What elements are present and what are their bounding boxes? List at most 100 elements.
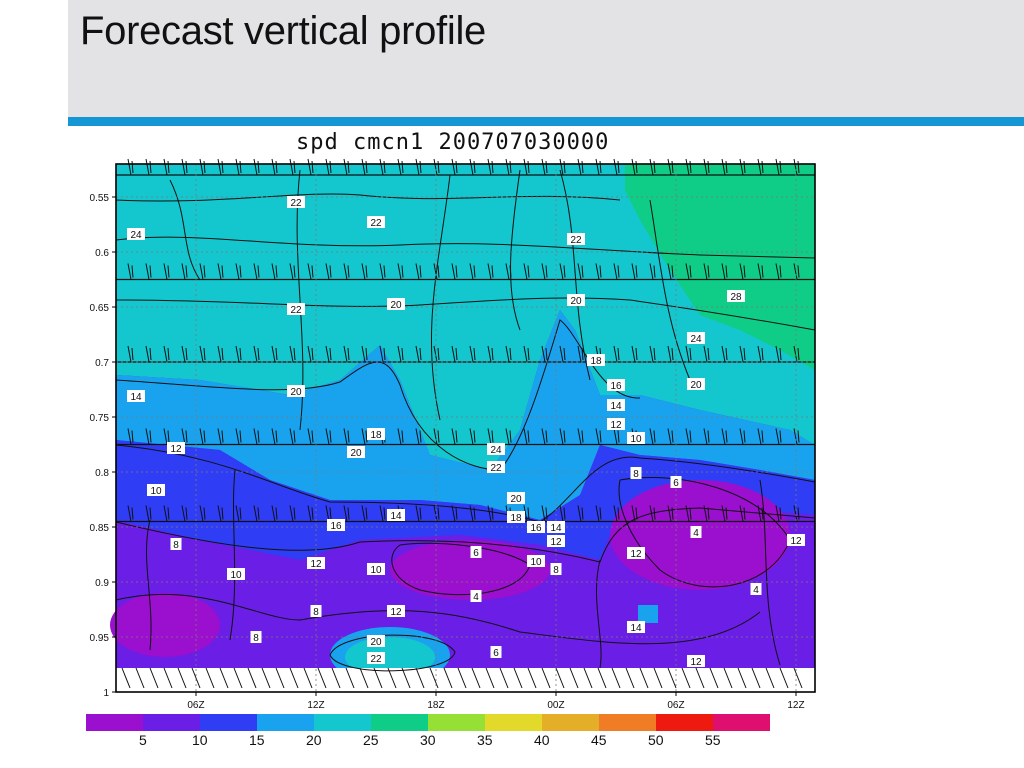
- contour-line-1: [115, 236, 816, 259]
- wind-barb: [325, 345, 332, 363]
- contour-label: 20: [570, 296, 582, 307]
- wind-barb: [523, 158, 530, 176]
- slide-title: Forecast vertical profile: [80, 9, 486, 53]
- wind-barb: [217, 505, 224, 522]
- wind-barb-surface: [443, 667, 453, 689]
- colorbar-swatch: [656, 714, 713, 731]
- wind-barb: [487, 505, 494, 522]
- wind-barb: [199, 428, 206, 445]
- wind-barb: [379, 263, 386, 280]
- wind-barb: [793, 263, 800, 280]
- below-surface-area: [116, 668, 815, 692]
- contour-label-box: [367, 563, 385, 575]
- contour-line-6: [115, 593, 761, 645]
- colorbar-swatch: [371, 714, 428, 731]
- wind-barb: [127, 345, 134, 363]
- wind-barb: [757, 263, 764, 280]
- contour-label-box: [307, 557, 325, 569]
- wind-barb: [199, 158, 206, 176]
- colorbar-tick-labels: 5 10 15 20 25 30 35 40 45 50 55: [0, 732, 1024, 756]
- wind-barb: [451, 428, 458, 445]
- wind-barb: [253, 345, 260, 363]
- speed-region-5-left: [110, 593, 220, 657]
- wind-barb: [415, 158, 422, 176]
- contour-line-8: [329, 634, 456, 672]
- y-tick-label: 0.75: [90, 413, 110, 424]
- wind-barb: [397, 428, 404, 445]
- contour-label: 14: [130, 392, 142, 403]
- wind-barb: [613, 428, 620, 445]
- wind-barb: [145, 345, 152, 363]
- contour-label-box: [607, 379, 625, 391]
- contour-label-box: [527, 521, 545, 533]
- wind-barb-surface: [555, 667, 565, 689]
- wind-barb: [235, 428, 242, 445]
- wind-barb-surface: [247, 667, 257, 689]
- wind-barb: [631, 345, 638, 363]
- wind-barb: [613, 505, 620, 522]
- wind-barb: [721, 158, 728, 176]
- wind-barb-surface: [653, 667, 663, 689]
- wind-barb: [793, 505, 800, 522]
- x-tick-label: 00Z: [547, 700, 564, 711]
- contour-label-box: [547, 535, 565, 547]
- wind-barb: [739, 428, 746, 445]
- wind-barb: [685, 345, 692, 363]
- wind-barb: [757, 505, 764, 522]
- wind-barb: [343, 505, 350, 522]
- contour-label-box: [167, 442, 185, 454]
- wind-barb: [253, 428, 260, 445]
- wind-barb: [469, 505, 476, 522]
- wind-barb-surface: [485, 667, 495, 689]
- wind-barb: [163, 263, 170, 280]
- contour-label-box: [507, 492, 525, 504]
- wind-barb: [775, 505, 782, 522]
- wind-barb: [487, 345, 494, 363]
- wind-barb: [361, 158, 368, 176]
- contour-label-box: [127, 390, 145, 402]
- contour-label-box: [687, 332, 705, 344]
- wind-barb: [163, 505, 170, 522]
- wind-barb: [685, 505, 692, 522]
- contour-label: 20: [690, 380, 702, 391]
- wind-barb-surface: [695, 667, 705, 689]
- contour-label: 10: [370, 565, 382, 576]
- contour-label: 6: [673, 478, 679, 489]
- contour-label: 16: [530, 523, 542, 534]
- contour-label-box: [607, 418, 625, 430]
- wind-barb: [505, 263, 512, 280]
- wind-barb: [667, 158, 674, 176]
- wind-barb-surface: [569, 667, 579, 689]
- contour-label: 12: [630, 549, 642, 560]
- wind-barb-surface: [387, 667, 397, 689]
- wind-barb: [685, 263, 692, 280]
- wind-barb: [181, 428, 188, 445]
- contour-label: 24: [490, 445, 502, 456]
- wind-barb: [451, 263, 458, 280]
- wind-barb: [271, 345, 278, 363]
- wind-barb: [721, 428, 728, 445]
- contour-label-box: [690, 526, 702, 538]
- y-tick-label: 0.8: [95, 468, 109, 479]
- wind-barb: [217, 345, 224, 363]
- header-accent-rule: [68, 117, 1024, 126]
- wind-barb: [577, 263, 584, 280]
- contour-label-box: [387, 298, 405, 310]
- contour-label-box: [287, 196, 305, 208]
- wind-barb-surface: [429, 667, 439, 689]
- contour-label-box: [750, 583, 762, 595]
- wind-barb-surface: [401, 667, 411, 689]
- wind-barb: [757, 345, 764, 363]
- wind-barb: [325, 505, 332, 522]
- colorbar-swatch: [599, 714, 656, 731]
- wind-barb: [235, 158, 242, 176]
- contour-label: 4: [753, 585, 759, 596]
- colorbar-swatch: [200, 714, 257, 731]
- contour-label: 4: [693, 528, 699, 539]
- wind-barb: [271, 505, 278, 522]
- wind-barb: [361, 428, 368, 445]
- colorbar-swatch: [542, 714, 599, 731]
- wind-barb-surface: [625, 667, 635, 689]
- wind-barb: [487, 428, 494, 445]
